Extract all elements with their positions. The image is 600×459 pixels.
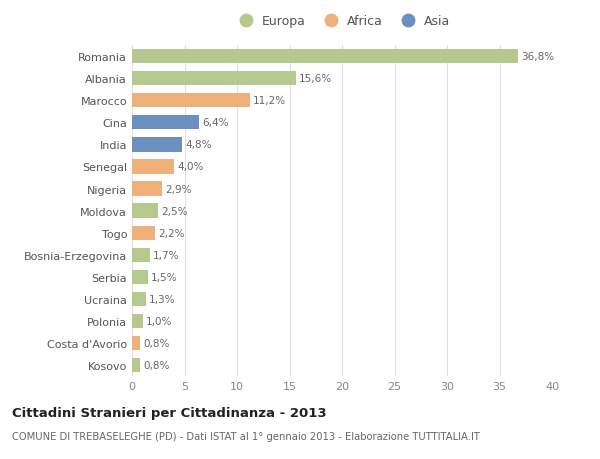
Legend: Europa, Africa, Asia: Europa, Africa, Asia <box>229 10 455 33</box>
Text: 0,8%: 0,8% <box>143 360 170 370</box>
Text: 1,7%: 1,7% <box>153 250 179 260</box>
Bar <box>132 182 163 196</box>
Text: 1,0%: 1,0% <box>146 316 172 326</box>
Bar <box>132 50 518 64</box>
Bar <box>132 314 143 329</box>
Bar <box>132 358 140 373</box>
Text: 11,2%: 11,2% <box>253 96 286 106</box>
Text: COMUNE DI TREBASELEGHE (PD) - Dati ISTAT al 1° gennaio 2013 - Elaborazione TUTTI: COMUNE DI TREBASELEGHE (PD) - Dati ISTAT… <box>12 431 480 442</box>
Text: 4,8%: 4,8% <box>185 140 212 150</box>
Bar <box>132 138 182 152</box>
Text: 2,2%: 2,2% <box>158 228 185 238</box>
Text: 1,3%: 1,3% <box>149 294 175 304</box>
Text: Cittadini Stranieri per Cittadinanza - 2013: Cittadini Stranieri per Cittadinanza - 2… <box>12 406 326 419</box>
Text: 4,0%: 4,0% <box>177 162 203 172</box>
Bar <box>132 270 148 285</box>
Text: 2,9%: 2,9% <box>166 184 192 194</box>
Bar <box>132 116 199 130</box>
Text: 2,5%: 2,5% <box>161 206 188 216</box>
Text: 15,6%: 15,6% <box>299 74 332 84</box>
Bar <box>132 160 174 174</box>
Bar <box>132 336 140 351</box>
Bar <box>132 72 296 86</box>
Bar <box>132 204 158 218</box>
Bar <box>132 292 146 307</box>
Bar <box>132 226 155 241</box>
Text: 1,5%: 1,5% <box>151 272 178 282</box>
Bar <box>132 94 250 108</box>
Text: 0,8%: 0,8% <box>143 338 170 348</box>
Text: 36,8%: 36,8% <box>521 52 554 62</box>
Text: 6,4%: 6,4% <box>202 118 229 128</box>
Bar <box>132 248 150 263</box>
